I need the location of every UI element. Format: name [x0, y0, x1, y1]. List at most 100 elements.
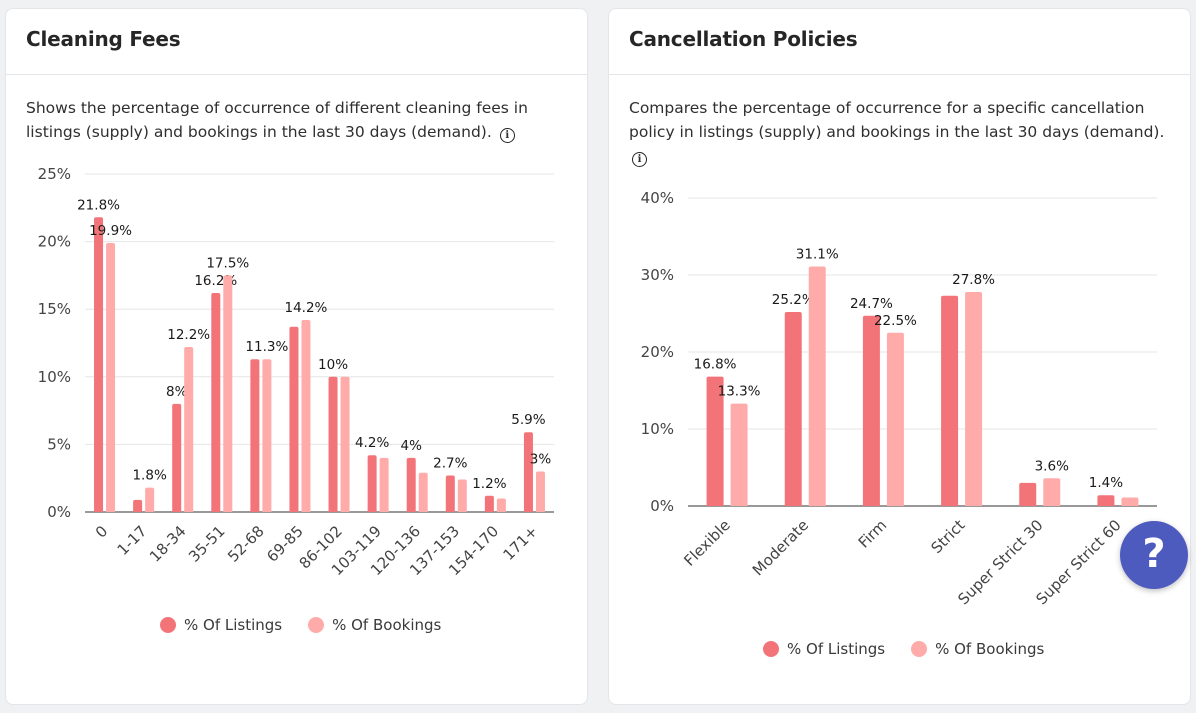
- bar-bookings: [184, 347, 194, 512]
- x-tick-label: Moderate: [749, 516, 812, 579]
- data-label: 19.9%: [89, 223, 132, 239]
- bar-bookings: [535, 471, 545, 512]
- data-label: 2.7%: [433, 455, 467, 471]
- bar-listings: [523, 432, 533, 512]
- description-text: Shows the percentage of occurrence of di…: [26, 99, 528, 141]
- x-tick-label: Strict: [927, 516, 968, 557]
- bar-listings: [1019, 482, 1037, 506]
- bar-listings: [484, 495, 494, 512]
- data-label: 3%: [530, 451, 552, 467]
- info-icon[interactable]: i: [632, 152, 647, 167]
- bar-bookings: [886, 332, 904, 506]
- legend-item-bookings[interactable]: % Of Bookings: [911, 640, 1044, 658]
- card-header: Cleaning Fees: [6, 9, 587, 75]
- legend-dot-icon: [911, 641, 928, 657]
- bar-bookings: [808, 266, 826, 506]
- card-description: Shows the percentage of occurrence of di…: [26, 96, 563, 144]
- data-label: 21.8%: [77, 197, 120, 213]
- data-label: 4%: [400, 438, 422, 454]
- bar-bookings: [1043, 478, 1061, 506]
- data-label: 10%: [318, 357, 348, 373]
- legend-dot-icon: [160, 617, 176, 633]
- legend-item-listings[interactable]: % Of Listings: [160, 616, 282, 634]
- data-label: 22.5%: [874, 313, 917, 329]
- bar-listings: [406, 457, 416, 512]
- bar-listings: [367, 455, 377, 512]
- help-button[interactable]: ?: [1120, 521, 1188, 589]
- legend-label: % Of Bookings: [332, 616, 442, 634]
- bar-listings: [133, 499, 143, 512]
- data-label: 1.2%: [472, 476, 506, 492]
- y-tick-label: 10%: [641, 420, 674, 438]
- data-label: 27.8%: [952, 272, 995, 288]
- data-label: 31.1%: [796, 247, 839, 263]
- bar-listings: [289, 326, 299, 512]
- bar-bookings: [145, 487, 155, 512]
- data-label: 1.8%: [132, 468, 166, 484]
- card-header: Cancellation Policies: [609, 9, 1190, 75]
- legend-label: % Of Bookings: [935, 640, 1045, 658]
- data-label: 3.6%: [1035, 458, 1069, 474]
- x-tick-label: Firm: [855, 516, 891, 552]
- info-icon[interactable]: i: [499, 128, 515, 143]
- bar-bookings: [106, 242, 116, 512]
- y-tick-label: 25%: [38, 165, 71, 183]
- bar-listings: [1097, 495, 1115, 506]
- legend-item-listings[interactable]: % Of Listings: [763, 640, 885, 658]
- y-tick-label: 20%: [641, 343, 674, 361]
- y-tick-label: 0%: [47, 503, 71, 521]
- bar-bookings: [965, 291, 983, 506]
- card-title: Cancellation Policies: [629, 27, 858, 51]
- bar-bookings: [340, 376, 350, 512]
- data-label: 4.2%: [355, 435, 389, 451]
- cleaning-fees-legend: % Of Listings % Of Bookings: [160, 616, 441, 634]
- data-label: 14.2%: [285, 300, 328, 316]
- y-tick-label: 20%: [38, 233, 71, 251]
- x-tick-label: Flexible: [680, 516, 734, 570]
- legend-item-bookings[interactable]: % Of Bookings: [308, 616, 441, 634]
- bar-bookings: [457, 479, 467, 512]
- bar-listings: [94, 217, 104, 512]
- y-tick-label: 40%: [641, 189, 674, 207]
- data-label: 12.2%: [167, 327, 210, 343]
- bar-listings: [172, 403, 182, 512]
- cancellation-policies-legend: % Of Listings % Of Bookings: [763, 640, 1044, 658]
- bar-listings: [250, 359, 260, 512]
- legend-label: % Of Listings: [787, 640, 886, 658]
- data-label: 16.8%: [694, 357, 737, 373]
- bar-listings: [211, 292, 221, 512]
- cancellation-policies-card: Cancellation Policies Compares the perce…: [608, 8, 1191, 705]
- data-label: 11.3%: [245, 339, 288, 355]
- data-label: 25.2%: [772, 292, 815, 308]
- legend-label: % Of Listings: [184, 616, 283, 634]
- bar-listings: [706, 376, 724, 506]
- legend-dot-icon: [308, 617, 325, 633]
- y-tick-label: 10%: [38, 368, 71, 386]
- data-label: 24.7%: [850, 296, 893, 312]
- data-label: 17.5%: [206, 255, 249, 271]
- x-tick-label: Super Strict 60: [1033, 516, 1125, 608]
- y-tick-label: 30%: [641, 266, 674, 284]
- bar-bookings: [301, 320, 311, 512]
- data-label: 13.3%: [718, 384, 761, 400]
- bar-bookings: [496, 498, 506, 512]
- bar-bookings: [1121, 497, 1139, 506]
- bar-bookings: [730, 403, 748, 506]
- legend-dot-icon: [763, 641, 779, 657]
- bar-bookings: [262, 359, 272, 512]
- y-tick-label: 0%: [650, 497, 674, 515]
- y-tick-label: 15%: [38, 300, 71, 318]
- card-title: Cleaning Fees: [26, 27, 181, 51]
- data-label: 1.4%: [1089, 475, 1123, 491]
- bar-bookings: [223, 275, 233, 512]
- bar-bookings: [379, 457, 389, 512]
- bar-bookings: [418, 472, 428, 512]
- bar-listings: [941, 295, 959, 506]
- data-label: 8%: [166, 384, 188, 400]
- bar-listings: [862, 315, 880, 506]
- data-label: 5.9%: [511, 412, 545, 428]
- bar-listings: [784, 311, 802, 506]
- description-text: Compares the percentage of occurrence fo…: [629, 99, 1165, 141]
